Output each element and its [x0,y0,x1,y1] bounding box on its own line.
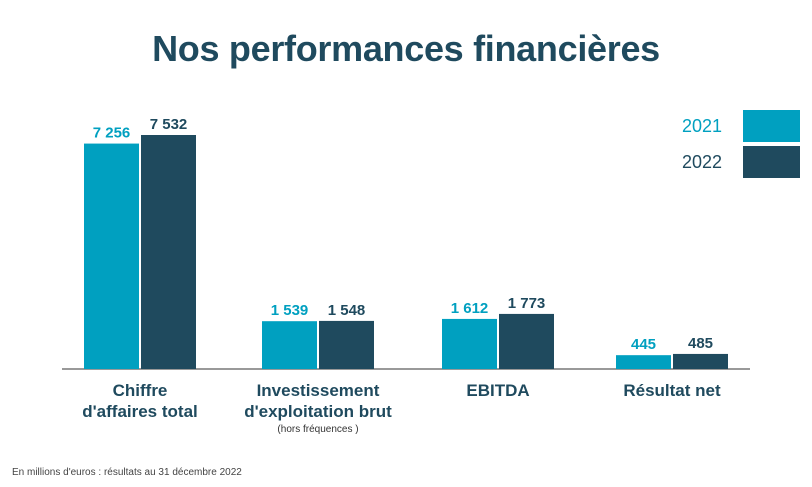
bar-2022-0 [141,135,196,369]
legend-item-2021: 2021 [660,110,800,142]
legend-item-2022: 2022 [660,146,800,178]
bar-2021-0 [84,143,139,369]
bar-2021-1 [262,321,317,369]
data-label-2021-2: 1 612 [451,300,489,317]
bar-2021-3 [616,355,671,369]
bar-2022-1 [319,320,374,369]
legend-label-2022: 2022 [681,152,722,172]
data-label-2022-0: 7 532 [150,116,188,133]
data-label-2021-0: 7 256 [93,125,131,142]
data-label-2021-3: 445 [631,336,656,353]
legend-swatch-2021 [743,110,800,142]
data-label-2021-1: 1 539 [271,302,309,319]
category-label-1-1: d'exploitation brut [244,402,392,421]
footnote: En millions d'euros : résultats au 31 dé… [12,467,242,478]
category-label-1-0: Investissement [257,381,380,400]
legend-label-2021: 2021 [681,116,722,136]
category-label-2-0: EBITDA [466,381,529,400]
chart-title: Nos performances financières [152,28,660,69]
category-label-0-0: Chiffre [113,381,168,400]
bar-2022-2 [499,313,554,369]
data-label-2022-2: 1 773 [508,295,546,312]
legend-swatch-2022 [743,146,800,178]
bar-2022-3 [673,353,728,369]
data-label-2022-3: 485 [688,335,713,352]
category-label-3-0: Résultat net [623,381,721,400]
category-note-1: (hors fréquences ) [277,424,358,435]
category-label-0-1: d'affaires total [82,402,198,421]
data-label-2022-1: 1 548 [328,302,366,319]
bar-2021-2 [442,318,497,369]
